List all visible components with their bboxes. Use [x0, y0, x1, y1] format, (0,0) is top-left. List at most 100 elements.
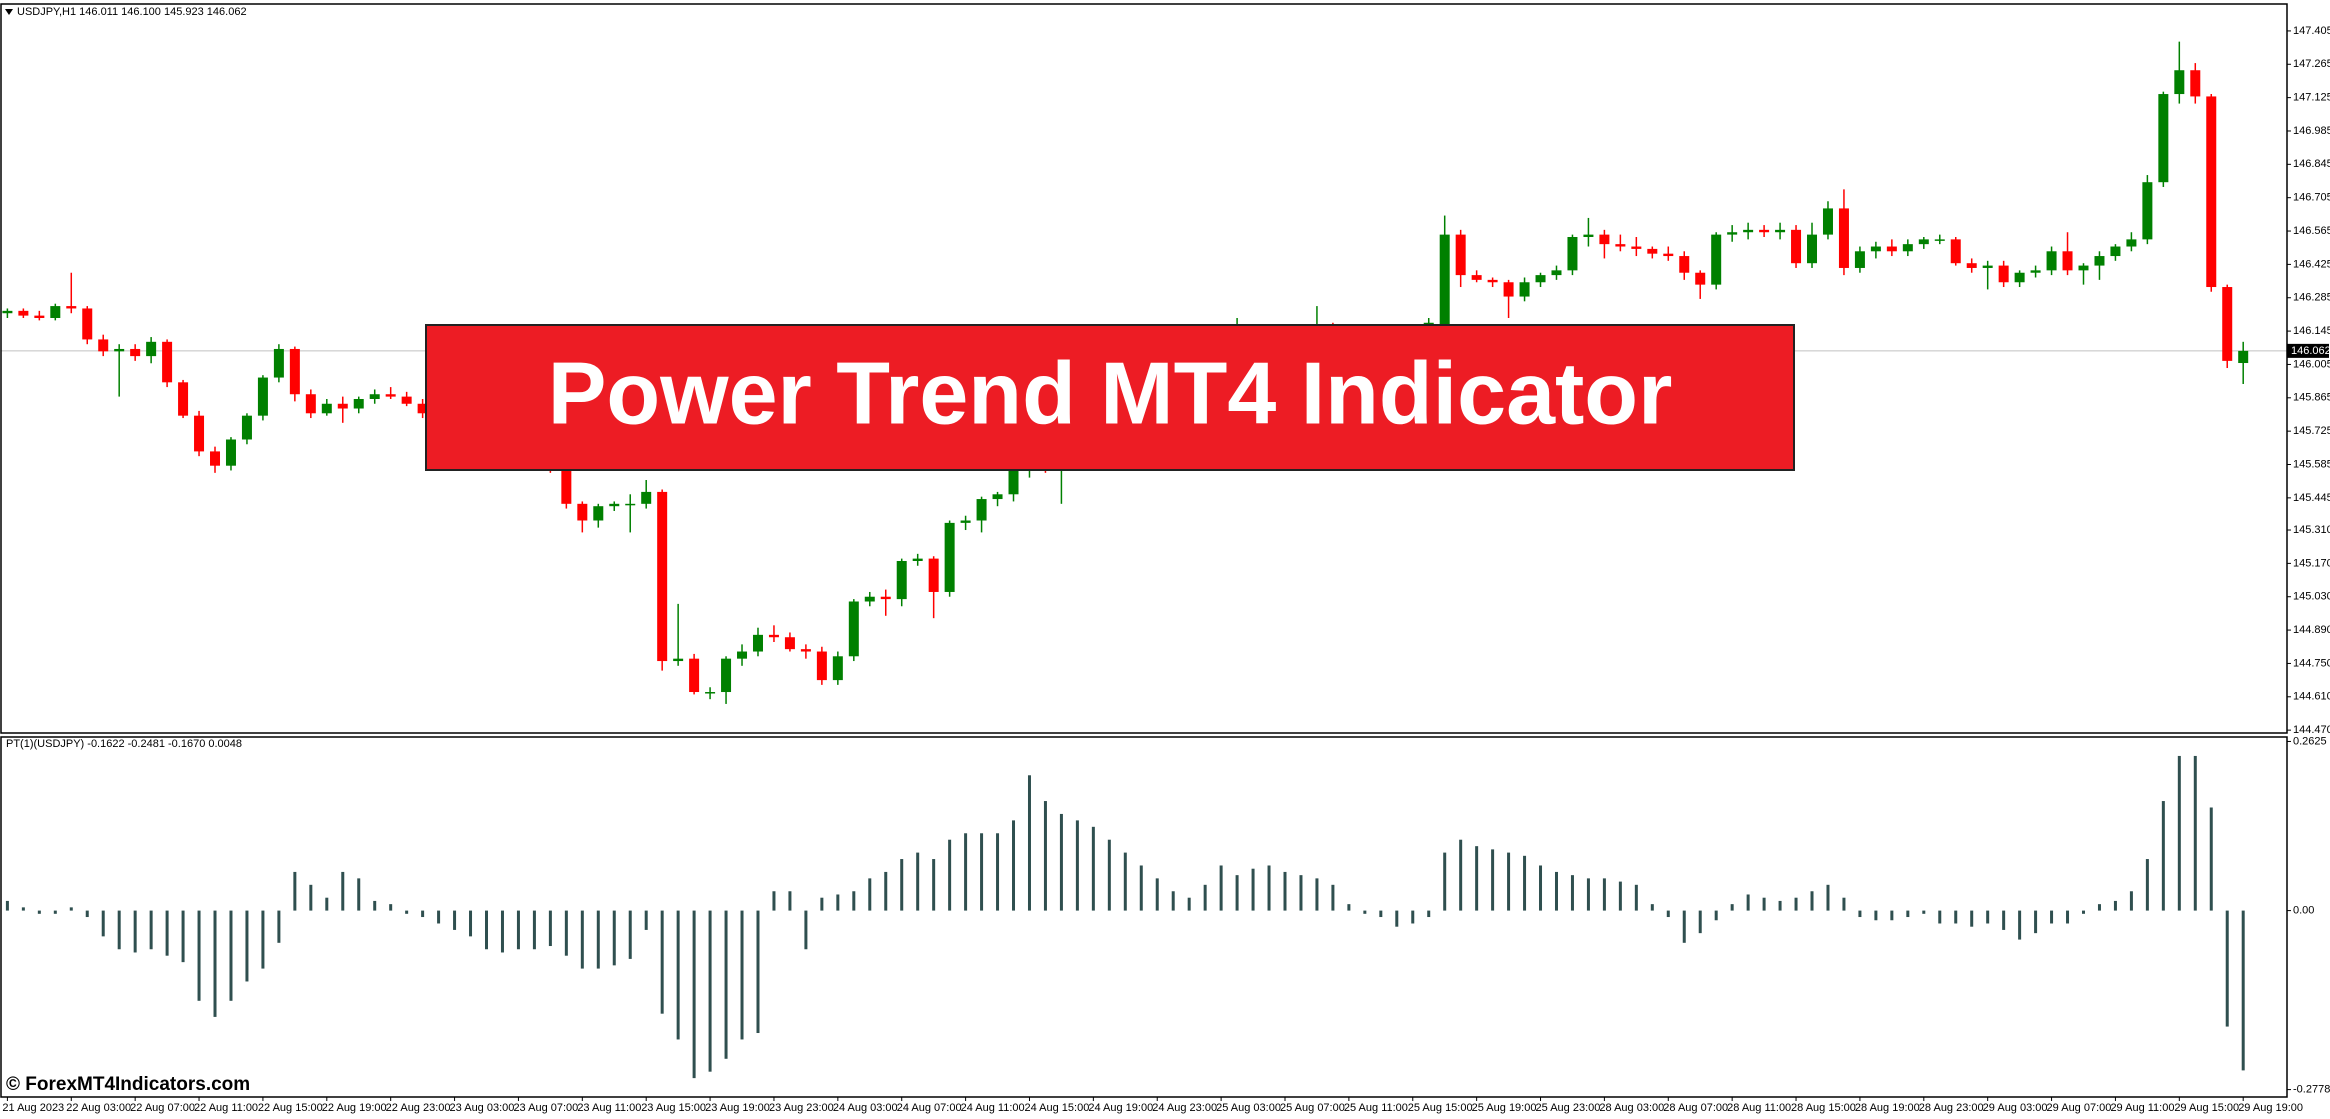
x-tick-label: 28 Aug 19:00: [1855, 1102, 1920, 1114]
candle-body: [82, 308, 93, 340]
y-tick-label: 145.725: [2293, 425, 2330, 437]
x-tick-label: 28 Aug 07:00: [1663, 1102, 1728, 1114]
x-tick-label: 28 Aug 15:00: [1791, 1102, 1856, 1114]
x-tick-label: 28 Aug 03:00: [1599, 1102, 1664, 1114]
histogram-bar: [1363, 910, 1367, 914]
histogram-bar: [2018, 910, 2022, 940]
histogram-bar: [820, 897, 824, 911]
candle-body: [1455, 234, 1466, 276]
candle-body: [609, 503, 620, 507]
candle-body: [784, 637, 795, 650]
histogram-bar: [1107, 839, 1111, 911]
candle-body: [705, 692, 716, 694]
candle-body: [944, 522, 955, 592]
histogram-bar: [277, 910, 281, 943]
histogram-bar: [2241, 910, 2245, 1071]
histogram-bar: [724, 910, 728, 1059]
candle-body: [1759, 229, 1770, 233]
y-tick-label: 146.985: [2293, 125, 2330, 137]
candle-body: [1982, 265, 1993, 268]
candle-body: [561, 465, 572, 504]
histogram-bar: [5, 900, 9, 911]
candle-body: [752, 634, 763, 652]
candle-body: [2222, 287, 2233, 361]
y-tick-label: 145.865: [2293, 392, 2330, 404]
histogram-bar: [500, 910, 504, 953]
histogram-bar: [1762, 897, 1766, 911]
candle-body: [1615, 244, 1626, 247]
y-tick-label: 0.00: [2293, 904, 2314, 916]
y-tick-label: 0.2625: [2293, 735, 2327, 747]
candle-body: [1886, 246, 1897, 252]
candle-body: [2206, 96, 2217, 288]
candle-body: [2190, 70, 2201, 97]
symbol-header: USDJPY,H1 146.011 146.100 145.923 146.06…: [17, 6, 247, 18]
candle-body: [1775, 229, 1786, 233]
histogram-bar: [325, 897, 329, 911]
y-tick-label: 145.170: [2293, 557, 2330, 569]
histogram-bar: [980, 833, 984, 911]
candle-body: [385, 394, 396, 397]
candle-body: [98, 339, 109, 352]
histogram-bar: [373, 900, 377, 911]
histogram-bar: [804, 910, 808, 950]
histogram-bar: [53, 910, 57, 914]
histogram-bar: [1491, 849, 1495, 911]
x-tick-label: 28 Aug 11:00: [1727, 1102, 1791, 1114]
histogram-bar: [133, 910, 137, 953]
candle-body: [657, 491, 668, 662]
candle-body: [1870, 246, 1881, 252]
histogram-bar: [932, 859, 936, 911]
candle-body: [912, 558, 923, 561]
histogram-bar: [1187, 897, 1191, 911]
histogram-bar: [1650, 904, 1654, 911]
histogram-bar: [421, 910, 425, 918]
candle-body: [2078, 265, 2089, 271]
x-tick-label: 23 Aug 23:00: [769, 1102, 834, 1114]
candle-body: [577, 503, 588, 521]
histogram-bar: [1890, 910, 1894, 921]
histogram-bar: [1299, 875, 1303, 911]
candle-body: [1711, 234, 1722, 285]
histogram-bar: [1618, 881, 1622, 911]
histogram-bar: [485, 910, 488, 950]
histogram-bar: [1842, 897, 1846, 911]
candle-body: [257, 377, 268, 416]
histogram-bar: [405, 910, 409, 914]
y-tick-label: 145.310: [2293, 524, 2330, 536]
candle-body: [2030, 270, 2041, 273]
histogram-bar: [1331, 884, 1335, 911]
x-tick-label: 22 Aug 23:00: [386, 1102, 451, 1114]
candle-body: [1950, 239, 1961, 264]
histogram-bar: [644, 910, 648, 930]
candle-body: [1822, 208, 1833, 235]
histogram-bar: [1954, 910, 1958, 924]
candle-body: [1663, 253, 1674, 257]
candle-body: [1008, 470, 1019, 495]
collapse-icon[interactable]: [5, 9, 13, 15]
x-tick-label: 25 Aug 19:00: [1472, 1102, 1537, 1114]
histogram-bar: [1395, 910, 1399, 927]
candle-body: [896, 560, 907, 600]
histogram-bar: [1315, 878, 1319, 911]
histogram-bar: [1874, 910, 1878, 921]
histogram-bar: [548, 910, 552, 947]
candle-body: [1535, 275, 1546, 283]
candle-body: [2126, 239, 2137, 247]
histogram-bar: [1810, 891, 1814, 911]
histogram-bar: [740, 910, 744, 1040]
candle-body: [1918, 239, 1929, 245]
candle-body: [992, 494, 1003, 500]
candle-body: [1679, 256, 1690, 273]
candle-body: [210, 451, 221, 466]
histogram-bar: [1012, 820, 1016, 911]
x-tick-label: 24 Aug 03:00: [833, 1102, 898, 1114]
current-price-box: [2287, 343, 2329, 358]
x-tick-label: 29 Aug 03:00: [1983, 1102, 2048, 1114]
histogram-bar: [1027, 775, 1031, 911]
candle-body: [401, 396, 412, 404]
histogram-bar: [1267, 865, 1271, 911]
candle-body: [2062, 251, 2073, 271]
histogram-bar: [2113, 900, 2117, 911]
histogram-bar: [309, 884, 313, 911]
